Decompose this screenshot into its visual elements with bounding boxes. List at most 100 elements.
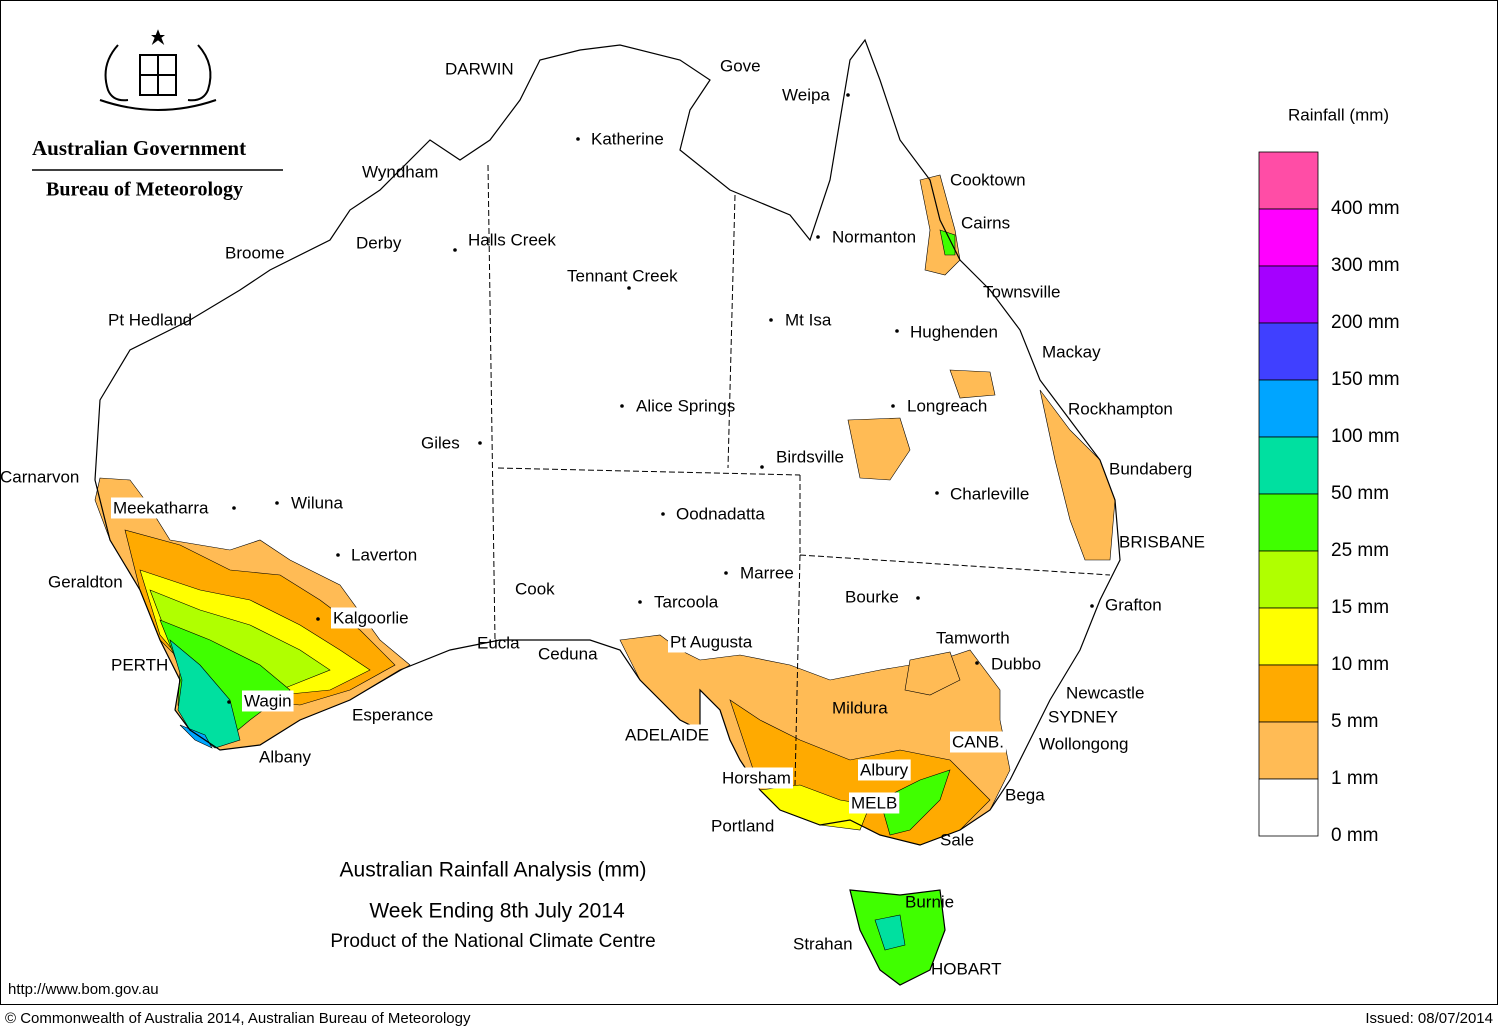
legend-swatch	[1258, 721, 1319, 780]
legend-label: 400 mm	[1331, 198, 1400, 219]
legend-swatch	[1258, 493, 1319, 552]
legend-label: 150 mm	[1331, 369, 1400, 390]
legend-title: Rainfall (mm)	[1288, 105, 1389, 124]
legend-label: 300 mm	[1331, 255, 1400, 276]
place-label: Pt Hedland	[108, 310, 192, 329]
place-label: Bundaberg	[1109, 459, 1192, 478]
place-label: Eucla	[477, 633, 520, 652]
place-label: Mt Isa	[785, 310, 832, 329]
place-dot	[453, 248, 457, 252]
place-label: Katherine	[591, 129, 664, 148]
place-label: Burnie	[905, 892, 954, 911]
place-label: Gove	[720, 56, 761, 75]
place-dot	[891, 404, 895, 408]
place-label: Horsham	[722, 768, 791, 787]
place-label: Dubbo	[991, 654, 1041, 673]
place-label: Wagin	[244, 691, 292, 710]
place-dot	[895, 329, 899, 333]
legend-swatch	[1258, 151, 1319, 210]
place-label: Albany	[259, 747, 311, 766]
place-label: Rockhampton	[1068, 399, 1173, 418]
place-label: Esperance	[352, 705, 433, 724]
place-label: Hughenden	[910, 322, 998, 341]
place-label: Wollongong	[1039, 734, 1128, 753]
legend-swatch	[1258, 379, 1319, 438]
place-dot	[275, 501, 279, 505]
label-box	[668, 631, 755, 653]
state-borders	[487, 164, 1111, 786]
place-dot	[760, 465, 764, 469]
legend: Rainfall (mm) 400 mm 300 mm 200 mm 150 mm 10…	[1258, 105, 1400, 846]
legend-swatch	[1258, 265, 1319, 324]
place-dot	[638, 600, 642, 604]
label-box	[950, 731, 1006, 753]
place-label: Tamworth	[936, 628, 1010, 647]
place-label: Newcastle	[1066, 683, 1144, 702]
place-label: Oodnadatta	[676, 504, 765, 523]
place-dot	[661, 512, 665, 516]
place-label: Pt Augusta	[670, 632, 753, 651]
bureau-name: Bureau of Meteorology	[46, 179, 243, 201]
place-label: Ceduna	[538, 644, 598, 663]
place-label: Charleville	[950, 484, 1029, 503]
legend-swatch	[1258, 322, 1319, 381]
place-label: Tarcoola	[654, 592, 719, 611]
legend-swatch	[1258, 607, 1319, 666]
place-label: HOBART	[931, 959, 1002, 978]
place-label: Mildura	[832, 698, 888, 717]
place-label: Giles	[421, 433, 460, 452]
place-label: SYDNEY	[1048, 707, 1118, 726]
place-label: Albury	[860, 760, 909, 779]
place-label: Derby	[356, 233, 402, 252]
place-label: Wyndham	[362, 162, 438, 181]
place-label: Weipa	[782, 85, 830, 104]
place-label: Broome	[225, 243, 285, 262]
place-label: Mackay	[1042, 342, 1101, 361]
place-label: Longreach	[907, 396, 987, 415]
legend-label: 50 mm	[1331, 483, 1389, 504]
place-dot	[1090, 604, 1094, 608]
label-box	[720, 767, 793, 789]
legend-swatch	[1258, 778, 1319, 837]
place-label: Meekatharra	[113, 498, 209, 517]
place-label: Strahan	[793, 934, 853, 953]
place-label: Normanton	[832, 227, 916, 246]
coat-of-arms	[99, 29, 217, 111]
label-box	[849, 792, 900, 814]
place-label: Kalgoorlie	[333, 608, 409, 627]
label-box	[858, 759, 911, 781]
place-label: Bega	[1005, 785, 1045, 804]
rainfall-areas	[94, 174, 1116, 986]
legend-swatch	[1258, 208, 1319, 267]
label-box	[242, 690, 294, 712]
place-dot	[316, 617, 320, 621]
legend-label: 1 mm	[1331, 768, 1379, 789]
legend-label: 0 mm	[1331, 825, 1379, 846]
place-label: Cook	[515, 579, 555, 598]
label-box	[623, 724, 712, 746]
place-label: DARWIN	[445, 59, 514, 78]
place-dot	[232, 506, 236, 510]
place-label: Birdsville	[776, 447, 844, 466]
place-label: ADELAIDE	[625, 725, 709, 744]
place-label: BRISBANE	[1119, 532, 1205, 551]
place-label: Cooktown	[950, 170, 1026, 189]
place-labels: DARWIN Gove Weipa Katherine Wyndham Derby Hall…	[0, 56, 1205, 978]
place-dot	[724, 571, 728, 575]
label-box	[331, 607, 411, 629]
legend-swatch	[1258, 664, 1319, 723]
place-label: Portland	[711, 816, 774, 835]
place-label: Carnarvon	[0, 467, 79, 486]
place-label: Bourke	[845, 587, 899, 606]
place-label: Laverton	[351, 545, 417, 564]
place-dot	[846, 93, 850, 97]
place-label: PERTH	[111, 655, 168, 674]
place-label: Wiluna	[291, 493, 344, 512]
place-label: Townsville	[983, 282, 1060, 301]
legend-swatch	[1258, 550, 1319, 609]
place-label: MELB	[851, 793, 897, 812]
place-dot	[576, 137, 580, 141]
product-note: Product of the National Climate Centre	[330, 931, 655, 952]
place-label: Alice Springs	[636, 396, 735, 415]
